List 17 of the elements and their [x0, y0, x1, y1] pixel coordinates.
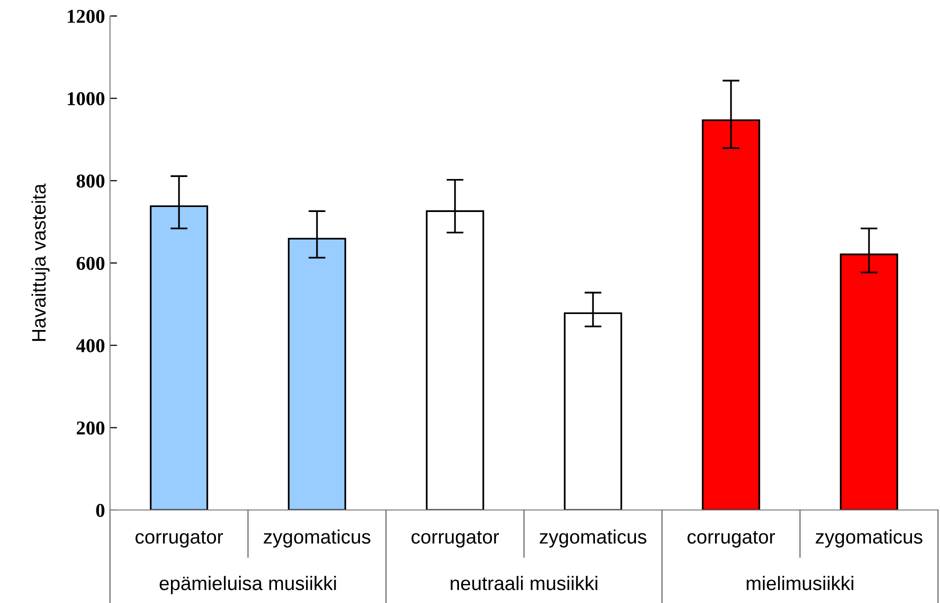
y-tick-label: 600 [76, 256, 104, 270]
text: neutraali musiikki [450, 576, 598, 590]
y-tick-label: 0 [96, 504, 104, 517]
text: epämieluisa musiikki [160, 576, 336, 594]
text: mielimusiikki [746, 576, 854, 590]
y-tick-label: 200 [76, 421, 104, 435]
x-tick-label: corrugator [136, 530, 223, 548]
x-tick-label: corrugator [412, 530, 499, 548]
y-tick-label: 400 [76, 339, 104, 352]
y-tick-label: 1000 [68, 92, 104, 106]
y-axis-title: Havaittuja vasteita [31, 184, 50, 341]
y-tick-label: 1200 [68, 10, 104, 23]
x-tick-label: zygomaticus [264, 529, 370, 548]
x-tick-label: zygomaticus [816, 529, 922, 548]
x-tick-label: zygomaticus [540, 529, 646, 548]
y-tick-label: 800 [76, 174, 104, 188]
x-tick-label: corrugator [688, 530, 775, 548]
